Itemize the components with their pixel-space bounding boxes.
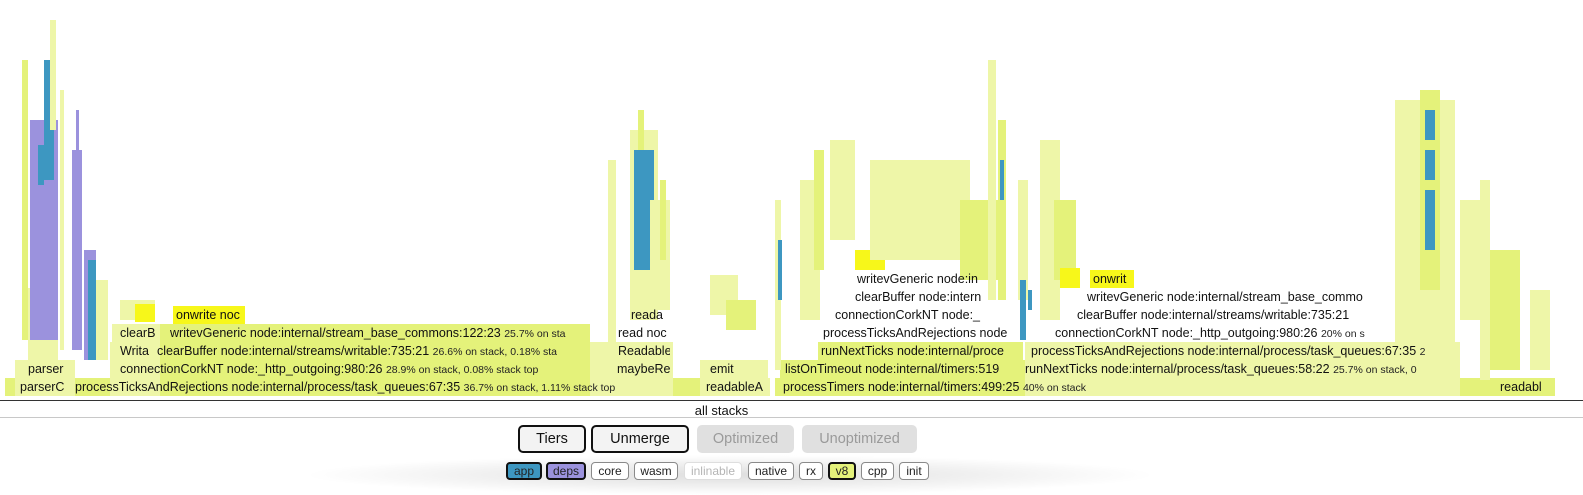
flame-frame-parser[interactable]: parser (28, 362, 64, 376)
filter-init-chip[interactable]: init (899, 462, 929, 480)
filter-native-chip[interactable]: native (748, 462, 794, 480)
flame-frame-read-node[interactable]: read noc (618, 326, 667, 340)
flamegraph[interactable]: parserC processTicksAndRejections node:i… (0, 0, 1583, 400)
flame-frame-onwrite-right[interactable]: onwrit (1090, 270, 1134, 288)
flame-frame-writev-generic-mid[interactable]: writevGeneric node:in (857, 272, 978, 286)
flame-bar (1054, 200, 1076, 280)
flame-bar (76, 110, 79, 190)
flame-frame-clear-buffer[interactable]: clearBuffer node:internal/streams/writab… (157, 344, 557, 358)
filter-deps-chip[interactable]: deps (546, 462, 586, 480)
filter-core-chip[interactable]: core (591, 462, 629, 480)
flame-frame-list-on-timeout[interactable]: listOnTimeout node:internal/timers:519 (785, 362, 1000, 376)
unoptimized-button[interactable]: Unoptimized (802, 425, 917, 453)
flame-frame-run-next-ticks-right[interactable]: runNextTicks node:internal/process/task_… (1025, 362, 1417, 376)
flame-frame-connection-cork-right[interactable]: connectionCorkNT node:_http_outgoing:980… (1055, 326, 1365, 340)
flame-bar (60, 90, 64, 350)
flame-bar (638, 110, 644, 150)
flame-frame-onwrite[interactable]: onwrite noc (173, 306, 245, 324)
flame-bar (1460, 200, 1480, 320)
flame-frame-clear-buffer-right[interactable]: clearBuffer node:internal/streams/writab… (1077, 308, 1350, 322)
flame-frame-process-ticks-right[interactable]: processTicksAndRejections node:internal/… (1031, 344, 1426, 358)
flame-frame-parser-c[interactable]: parserC (20, 380, 65, 394)
flame-bar (1025, 342, 1460, 396)
filter-cpp-chip[interactable]: cpp (861, 462, 894, 480)
flame-bar (1060, 268, 1080, 288)
tiers-button[interactable]: Tiers (518, 425, 586, 453)
flame-frame-process-timers[interactable]: processTimers node:internal/timers:499:2… (783, 380, 1086, 394)
flame-bar (96, 280, 108, 360)
flame-bar (135, 304, 155, 322)
unmerge-button[interactable]: Unmerge (591, 425, 689, 453)
divider (0, 417, 1583, 418)
flame-bar (88, 260, 96, 360)
flame-bar (870, 160, 970, 260)
flame-bar (830, 140, 855, 240)
flame-bar (50, 20, 56, 130)
flame-bar (988, 60, 996, 300)
flame-bar (608, 342, 673, 396)
filter-rx-chip[interactable]: rx (799, 462, 823, 480)
flame-frame-maybe-re[interactable]: maybeRe (617, 362, 670, 376)
flame-bar (1000, 160, 1004, 200)
flame-bar (818, 342, 1023, 396)
flame-bar (1480, 180, 1490, 380)
flame-frame-clear-buffer-mid[interactable]: clearBuffer node:intern (855, 290, 982, 304)
flame-frame-readable-a[interactable]: readableA (706, 380, 763, 394)
flame-bar (1425, 110, 1435, 140)
filter-app-chip[interactable]: app (506, 462, 542, 480)
flame-bar (112, 324, 162, 396)
flame-bar (1020, 280, 1026, 340)
flame-frame-writa[interactable]: Writa (120, 344, 149, 358)
flame-frame-writev-generic-right[interactable]: writevGeneric node:internal/stream_base_… (1084, 288, 1390, 306)
filter-inlinable-chip[interactable]: inlinable (684, 462, 742, 480)
flame-bar (1425, 150, 1435, 180)
flame-frame-writev-generic[interactable]: writevGeneric node:internal/stream_base_… (170, 326, 566, 340)
flame-bar (660, 180, 666, 260)
flame-bar (1530, 290, 1550, 370)
filter-wasm-chip[interactable]: wasm (634, 462, 678, 480)
flame-frame-run-next-ticks[interactable]: runNextTicks node:internal/proce (821, 344, 1004, 358)
flame-bar (700, 360, 768, 396)
flame-bar (1018, 180, 1028, 300)
flame-bar (22, 60, 28, 340)
flame-bar (726, 300, 756, 330)
flame-bar (998, 120, 1006, 300)
flame-frame-process-ticks-and-rejections[interactable]: processTicksAndRejections node:internal/… (75, 380, 616, 394)
flame-frame-process-ticks-mid[interactable]: processTicksAndRejections node (823, 326, 1008, 340)
flame-bar (38, 145, 44, 185)
flame-bar (72, 150, 82, 350)
flame-frame-reada[interactable]: reada (631, 308, 663, 322)
flame-bar (608, 160, 616, 360)
flame-bar (1028, 290, 1032, 310)
flame-bar (44, 60, 54, 180)
flame-bar (634, 150, 654, 270)
flame-bar (1425, 220, 1435, 250)
optimized-button[interactable]: Optimized (697, 425, 794, 453)
flame-bar (160, 324, 590, 396)
flame-bar (778, 240, 782, 300)
root-label-all-stacks[interactable]: all stacks (694, 403, 749, 418)
flame-frame-emit[interactable]: emit (710, 362, 734, 376)
flame-frame-clear-b-small[interactable]: clearB (120, 326, 155, 340)
flame-frame-readable[interactable]: Readable (618, 344, 670, 358)
flame-bar (814, 150, 824, 270)
flame-bar (1425, 190, 1435, 220)
filter-v8-chip[interactable]: v8 (828, 462, 856, 480)
flame-bar (1490, 250, 1520, 370)
flame-frame-connection-cork-nt[interactable]: connectionCorkNT node:_http_outgoing:980… (120, 362, 539, 376)
flame-frame-readable-right[interactable]: readabl (1500, 380, 1542, 394)
flamegraph-root-bar (0, 400, 1583, 401)
flame-frame-connection-cork-mid[interactable]: connectionCorkNT node:_ (835, 308, 980, 322)
